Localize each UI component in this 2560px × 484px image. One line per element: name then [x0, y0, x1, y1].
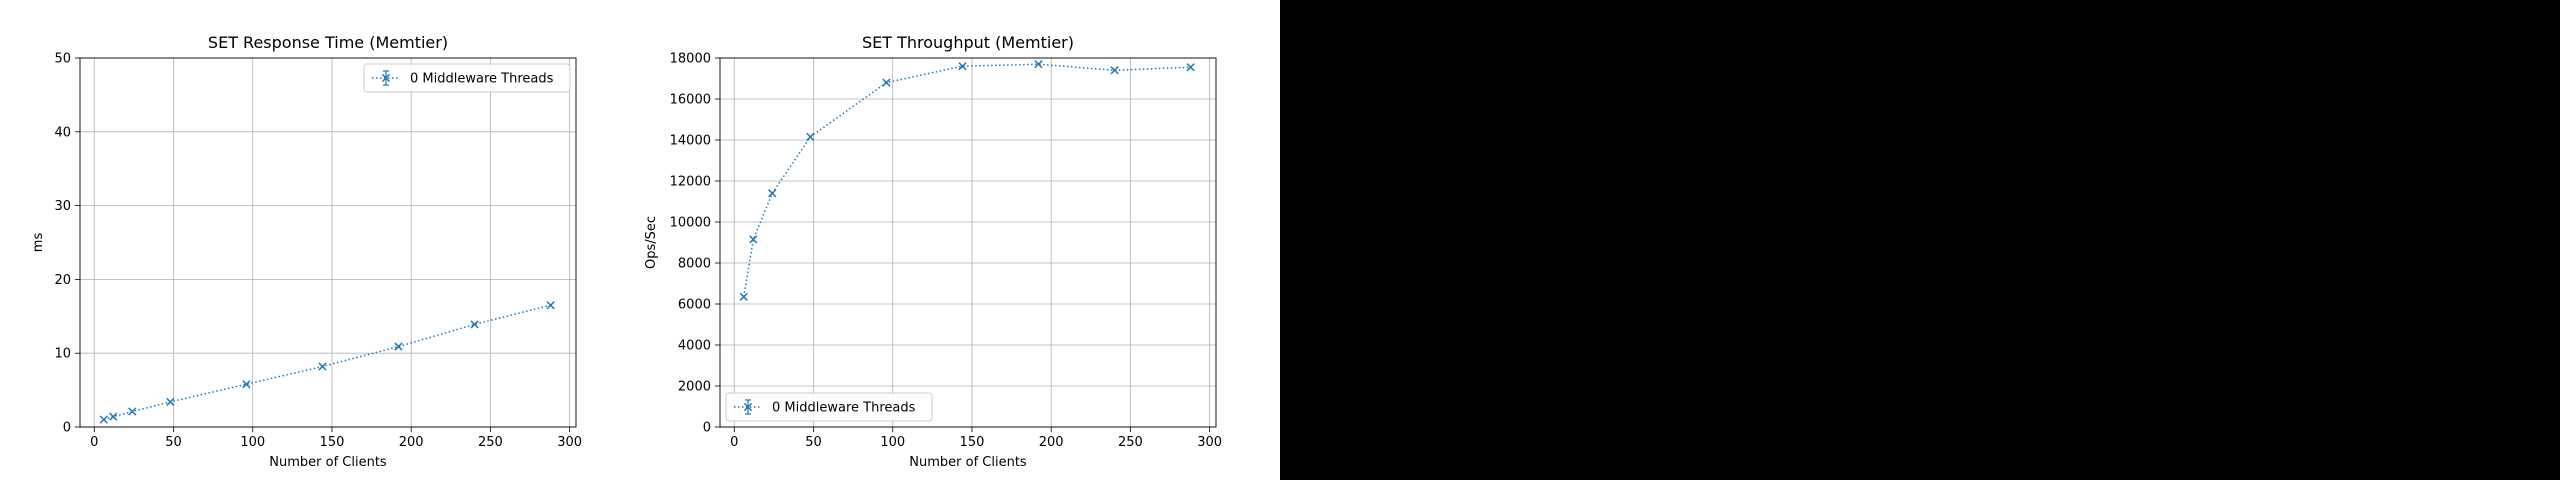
- y-tick-label: 16000: [670, 93, 711, 108]
- x-tick-label: 0: [730, 435, 738, 450]
- x-tick-label: 250: [478, 435, 503, 450]
- data-point: [882, 78, 891, 87]
- throughput-chart: 0 50 100 150 200 250 300 0 2000 4000 6000 8000 10000…: [644, 33, 1222, 470]
- data-point: [99, 415, 108, 424]
- y-tick-label: 6000: [678, 298, 711, 313]
- x-axis-label: Number of Clients: [269, 455, 387, 470]
- grid-lines: [80, 57, 576, 428]
- x-tick-label: 200: [399, 435, 424, 450]
- legend-box: [363, 63, 571, 93]
- chart-title: SET Throughput (Memtier): [862, 33, 1074, 52]
- series-line: [103, 304, 551, 421]
- y-tick-label: 10: [54, 347, 71, 362]
- data-point: [394, 342, 403, 351]
- grid-lines: [720, 57, 1216, 428]
- data-point: [739, 292, 748, 301]
- x-tick-label: 100: [240, 435, 265, 450]
- legend-box: [725, 392, 933, 422]
- legend: 0 Middleware Threads: [363, 63, 571, 93]
- y-tick-label: 18000: [670, 52, 711, 67]
- y-tick-label: 0: [63, 421, 71, 436]
- x-tick-label: 50: [165, 435, 182, 450]
- data-point: [128, 407, 137, 416]
- y-tick-label: 12000: [670, 175, 711, 190]
- x-tick-label: 300: [557, 435, 582, 450]
- figure: 0 50 100 150 200 250 300 0 10 20 30 40 50 SET Respons…: [0, 0, 1280, 480]
- plot-area-border: [79, 57, 577, 428]
- chart-figure: 0 50 100 150 200 250 300 0 10 20 30 40 50 SET Respons…: [31, 33, 1222, 470]
- y-axis-label: Ops/Sec: [644, 216, 659, 269]
- x-tick-label: 300: [1197, 435, 1222, 450]
- y-tick-label: 0: [703, 421, 711, 436]
- chart-title: SET Response Time (Memtier): [208, 33, 448, 52]
- response-time-chart: 0 50 100 150 200 250 300 0 10 20 30 40 50 SET Respons…: [31, 33, 582, 470]
- x-tick-label: 150: [960, 435, 985, 450]
- x-tick-label: 150: [320, 435, 345, 450]
- legend-label: 0 Middleware Threads: [772, 401, 916, 416]
- data-point: [242, 380, 251, 389]
- data-point: [1186, 63, 1195, 72]
- data-point: [768, 189, 777, 198]
- data-point: [958, 62, 967, 71]
- data-point: [470, 320, 479, 329]
- x-tick-label: 200: [1039, 435, 1064, 450]
- data-point: [546, 301, 555, 310]
- y-tick-label: 40: [54, 125, 71, 140]
- legend-marker: [743, 402, 753, 412]
- y-tick-label: 50: [54, 52, 71, 67]
- data-point: [109, 412, 118, 421]
- data-point: [749, 235, 758, 244]
- y-axis-label: ms: [31, 233, 46, 253]
- data-point: [1034, 60, 1043, 69]
- y-tick-label: 20: [54, 273, 71, 288]
- legend: 0 Middleware Threads: [725, 392, 933, 422]
- legend-label: 0 Middleware Threads: [410, 72, 554, 87]
- x-tick-label: 100: [880, 435, 905, 450]
- y-tick-label: 14000: [670, 134, 711, 149]
- y-tick-label: 10000: [670, 216, 711, 231]
- legend-marker: [381, 73, 391, 83]
- plot-area-border: [719, 57, 1217, 428]
- x-tick-label: 250: [1118, 435, 1143, 450]
- black-region: [1280, 0, 2560, 480]
- y-tick-label: 8000: [678, 257, 711, 272]
- y-tick-label: 30: [54, 199, 71, 214]
- x-tick-label: 0: [90, 435, 98, 450]
- x-axis-label: Number of Clients: [909, 455, 1027, 470]
- data-point: [1110, 66, 1119, 75]
- data-point: [318, 362, 327, 371]
- data-point: [806, 132, 815, 142]
- data-point: [166, 397, 175, 407]
- x-tick-label: 50: [805, 435, 822, 450]
- y-tick-label: 2000: [678, 380, 711, 395]
- y-tick-label: 4000: [678, 339, 711, 354]
